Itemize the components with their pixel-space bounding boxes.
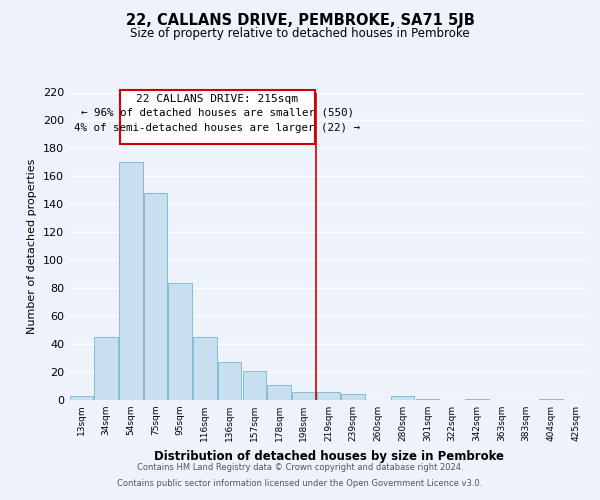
Bar — [391, 396, 415, 400]
X-axis label: Distribution of detached houses by size in Pembroke: Distribution of detached houses by size … — [154, 450, 503, 462]
Bar — [539, 398, 563, 400]
Text: 4% of semi-detached houses are larger (22) →: 4% of semi-detached houses are larger (2… — [74, 123, 360, 133]
Text: ← 96% of detached houses are smaller (550): ← 96% of detached houses are smaller (55… — [81, 108, 354, 118]
Bar — [193, 337, 217, 400]
Bar — [218, 362, 241, 400]
Bar — [341, 394, 365, 400]
Bar — [317, 392, 340, 400]
Bar — [242, 370, 266, 400]
Bar — [169, 282, 192, 400]
Text: 22, CALLANS DRIVE, PEMBROKE, SA71 5JB: 22, CALLANS DRIVE, PEMBROKE, SA71 5JB — [125, 12, 475, 28]
Text: 22 CALLANS DRIVE: 215sqm: 22 CALLANS DRIVE: 215sqm — [136, 94, 298, 104]
Bar — [119, 162, 143, 400]
Text: Contains public sector information licensed under the Open Government Licence v3: Contains public sector information licen… — [118, 478, 482, 488]
Bar — [292, 392, 316, 400]
Bar — [268, 384, 291, 400]
Bar — [144, 193, 167, 400]
Bar — [416, 398, 439, 400]
Bar — [94, 337, 118, 400]
Bar — [70, 396, 93, 400]
Text: Size of property relative to detached houses in Pembroke: Size of property relative to detached ho… — [130, 28, 470, 40]
Y-axis label: Number of detached properties: Number of detached properties — [28, 158, 37, 334]
Text: Contains HM Land Registry data © Crown copyright and database right 2024.: Contains HM Land Registry data © Crown c… — [137, 464, 463, 472]
FancyBboxPatch shape — [119, 90, 315, 144]
Bar — [465, 398, 488, 400]
